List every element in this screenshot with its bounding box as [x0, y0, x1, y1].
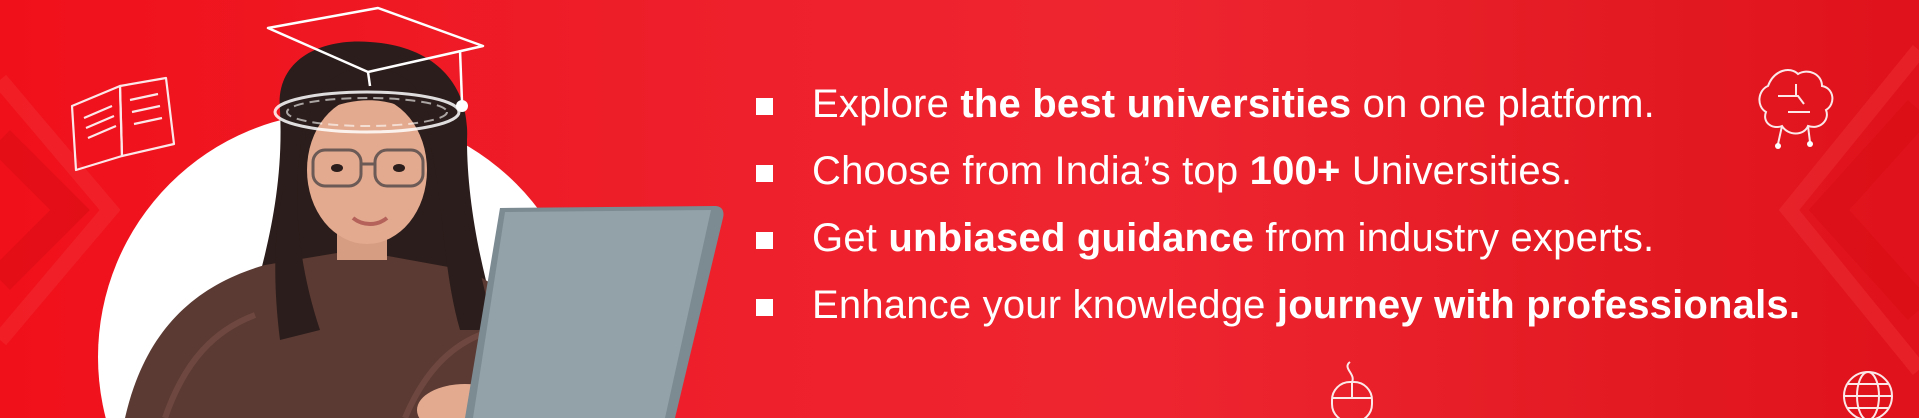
graduation-cap-icon	[266, 6, 485, 112]
feature-text-pre: Get	[812, 216, 889, 260]
feature-list: Explore the best universities on one pla…	[752, 78, 1800, 346]
feature-text-bold: 100+	[1249, 149, 1341, 193]
feature-item: Get unbiased guidance from industry expe…	[752, 212, 1800, 279]
globe-icon	[1843, 371, 1893, 418]
brain-circuit-icon	[1758, 69, 1834, 149]
feature-item: Enhance your knowledge journey with prof…	[752, 279, 1800, 346]
feature-text-post: from industry experts.	[1254, 216, 1655, 260]
student-with-laptop-image	[125, 41, 724, 418]
feature-text-bold: journey with professionals.	[1276, 283, 1801, 327]
feature-text-post: Universities.	[1340, 149, 1573, 193]
chevron-pattern-left	[0, 74, 120, 346]
feature-text-pre: Enhance your knowledge	[812, 283, 1277, 327]
feature-text-bold: unbiased guidance	[888, 216, 1255, 260]
feature-text-pre: Explore	[812, 82, 961, 126]
feature-text-bold: the best universities	[960, 82, 1352, 126]
open-book-icon	[70, 76, 176, 172]
bullet-square-icon	[756, 232, 773, 249]
feature-text-pre: Choose from India’s top	[812, 149, 1250, 193]
bullet-square-icon	[756, 299, 773, 316]
feature-item: Explore the best universities on one pla…	[752, 78, 1800, 145]
bullet-square-icon	[756, 98, 773, 115]
chevron-pattern-right	[1778, 44, 1919, 376]
mouse-icon	[1331, 361, 1373, 418]
feature-item: Choose from India’s top 100+ Universitie…	[752, 145, 1800, 212]
bullet-square-icon	[756, 165, 773, 182]
feature-text-post: on one platform.	[1351, 82, 1655, 126]
